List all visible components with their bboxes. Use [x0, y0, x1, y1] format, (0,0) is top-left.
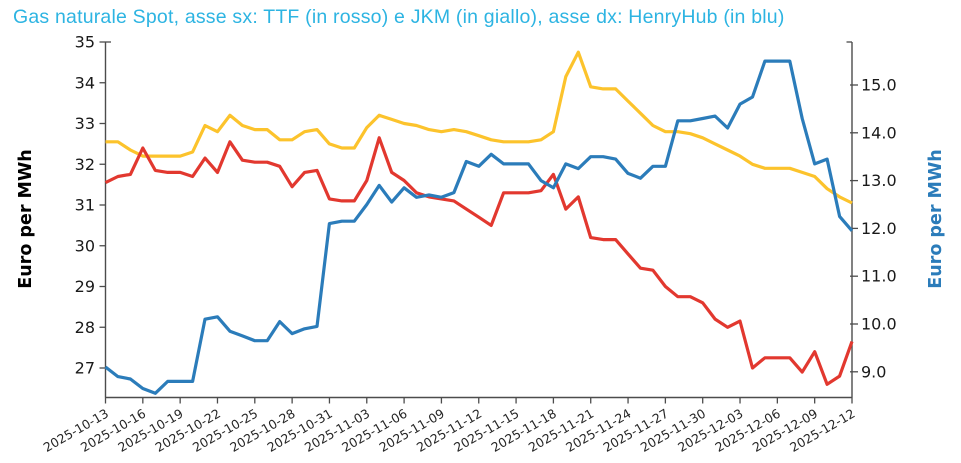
y-left-tick-label: 30	[75, 236, 95, 255]
y-axis-right-label: Euro per MWh	[926, 149, 946, 289]
y-left-tick-label: 31	[75, 196, 95, 215]
y-right-tick-label: 12.0	[861, 219, 897, 238]
y-right-tick-label: 11.0	[861, 267, 897, 286]
y-left-tick-label: 32	[75, 155, 95, 174]
y-left-tick-label: 28	[75, 318, 95, 337]
ttf-line	[104, 136, 854, 386]
y-left-tick-label: 27	[75, 359, 95, 378]
y-left-tick-label: 29	[75, 277, 95, 296]
y-right-tick-label: 13.0	[861, 171, 897, 190]
y-left-tick-label: 33	[75, 114, 95, 133]
y-left-tick-label: 35	[75, 33, 95, 52]
henryhub-line	[104, 59, 854, 395]
y-right-tick-label: 10.0	[861, 315, 897, 334]
y-left-tick-label: 34	[75, 73, 95, 92]
chart-title: Gas naturale Spot, asse sx: TTF (in ross…	[13, 6, 785, 28]
y-right-tick-label: 15.0	[861, 76, 897, 95]
y-axis-left-label: Euro per MWh	[16, 149, 36, 289]
y-right-tick-label: 14.0	[861, 123, 897, 142]
jkm-line	[105, 50, 853, 205]
y-right-tick-label: 9.0	[861, 362, 886, 381]
